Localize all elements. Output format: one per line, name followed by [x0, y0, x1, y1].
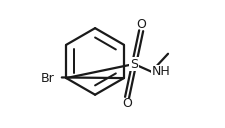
Text: NH: NH — [151, 65, 169, 78]
Text: O: O — [122, 97, 131, 110]
Text: O: O — [136, 18, 145, 31]
Text: S: S — [130, 57, 137, 71]
Text: Br: Br — [41, 72, 54, 85]
